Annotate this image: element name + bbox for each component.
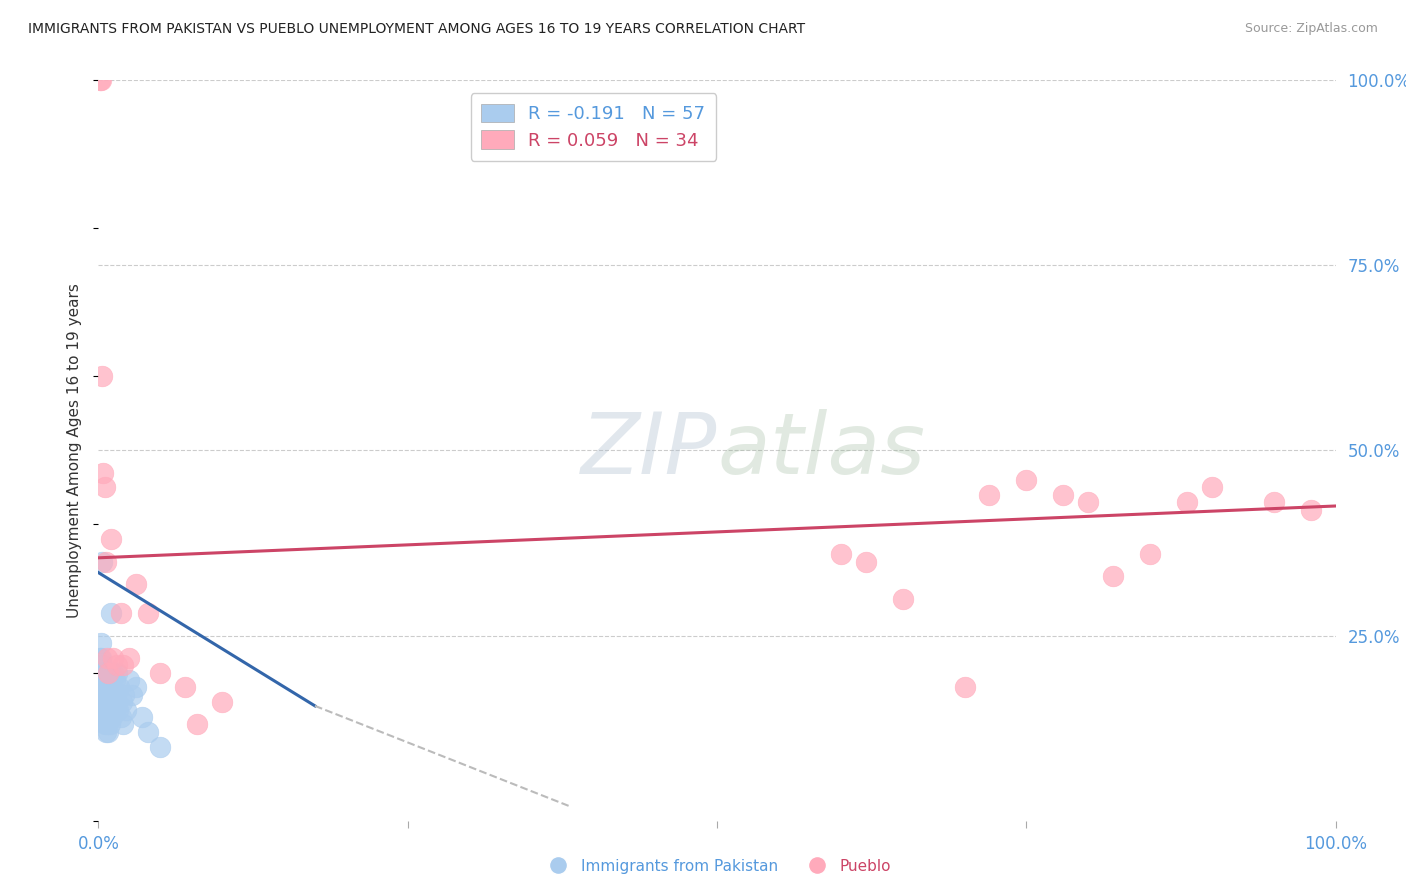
Text: ZIP: ZIP (581, 409, 717, 492)
Point (98, 688, 121, 702)
Point (891, 591, 914, 606)
Point (112, 658, 135, 673)
Point (96, 688, 118, 702)
Point (112, 717, 135, 731)
Text: Source: ZipAtlas.com: Source: ZipAtlas.com (1244, 22, 1378, 36)
Point (121, 688, 143, 702)
Point (96, 717, 118, 731)
Point (93, 710, 115, 724)
Point (953, 681, 976, 695)
Point (830, 547, 852, 561)
Point (112, 688, 135, 702)
Point (1175, 495, 1198, 509)
Point (1015, 473, 1038, 487)
Point (90, 73, 112, 87)
Point (93, 695, 115, 709)
Point (93, 703, 115, 717)
Point (104, 688, 127, 702)
Legend: Immigrants from Pakistan, Pueblo: Immigrants from Pakistan, Pueblo (537, 853, 897, 880)
Y-axis label: Unemployment Among Ages 16 to 19 years: Unemployment Among Ages 16 to 19 years (67, 283, 83, 618)
Point (110, 710, 132, 724)
Point (186, 717, 208, 731)
Point (94, 681, 117, 695)
Point (90, 650, 112, 665)
Point (855, 555, 877, 569)
Point (93, 673, 115, 687)
Point (93, 481, 115, 495)
Point (93, 688, 115, 702)
Point (91, 673, 114, 687)
Point (100, 665, 122, 680)
Point (174, 681, 197, 695)
Point (101, 681, 124, 695)
Point (105, 665, 128, 680)
Point (108, 681, 131, 695)
Point (100, 607, 122, 621)
Point (149, 739, 172, 754)
Point (136, 724, 159, 739)
Point (103, 695, 125, 709)
Point (91, 555, 114, 569)
Point (100, 681, 122, 695)
Point (93, 665, 115, 680)
Point (91, 703, 114, 717)
Point (96, 650, 118, 665)
Point (97, 710, 120, 724)
Point (118, 650, 141, 665)
Point (90, 636, 112, 650)
Point (97, 724, 120, 739)
Point (105, 695, 128, 709)
Point (97, 665, 120, 680)
Point (124, 681, 146, 695)
Point (979, 488, 1001, 502)
Point (1201, 481, 1223, 495)
Point (91, 688, 114, 702)
Text: IMMIGRANTS FROM PAKISTAN VS PUEBLO UNEMPLOYMENT AMONG AGES 16 TO 19 YEARS CORREL: IMMIGRANTS FROM PAKISTAN VS PUEBLO UNEMP… (28, 22, 806, 37)
Point (103, 673, 125, 687)
Point (1077, 495, 1099, 509)
Point (107, 703, 129, 717)
Point (1102, 569, 1125, 583)
Point (93, 466, 115, 480)
Point (131, 710, 153, 724)
Point (91, 658, 114, 673)
Point (103, 703, 125, 717)
Point (93, 717, 115, 731)
Point (98, 717, 121, 731)
Point (111, 695, 134, 709)
Point (94, 695, 117, 709)
Point (110, 607, 132, 621)
Point (94, 555, 117, 569)
Point (98, 703, 121, 717)
Point (149, 665, 172, 680)
Point (91, 369, 114, 384)
Point (103, 665, 125, 680)
Point (114, 703, 136, 717)
Point (96, 703, 118, 717)
Point (93, 681, 115, 695)
Point (1299, 502, 1322, 516)
Point (103, 650, 125, 665)
Text: atlas: atlas (717, 409, 925, 492)
Point (1263, 495, 1285, 509)
Point (1052, 488, 1074, 502)
Point (1139, 547, 1161, 561)
Point (89, 650, 111, 665)
Point (105, 658, 128, 673)
Point (89, 665, 111, 680)
Point (89, 73, 111, 87)
Point (94, 710, 117, 724)
Point (97, 695, 120, 709)
Point (94, 724, 117, 739)
Point (136, 607, 159, 621)
Point (211, 695, 233, 709)
Point (100, 533, 122, 547)
Point (101, 710, 124, 724)
Point (124, 576, 146, 591)
Point (118, 673, 141, 687)
Point (90, 681, 112, 695)
Point (90, 665, 112, 680)
